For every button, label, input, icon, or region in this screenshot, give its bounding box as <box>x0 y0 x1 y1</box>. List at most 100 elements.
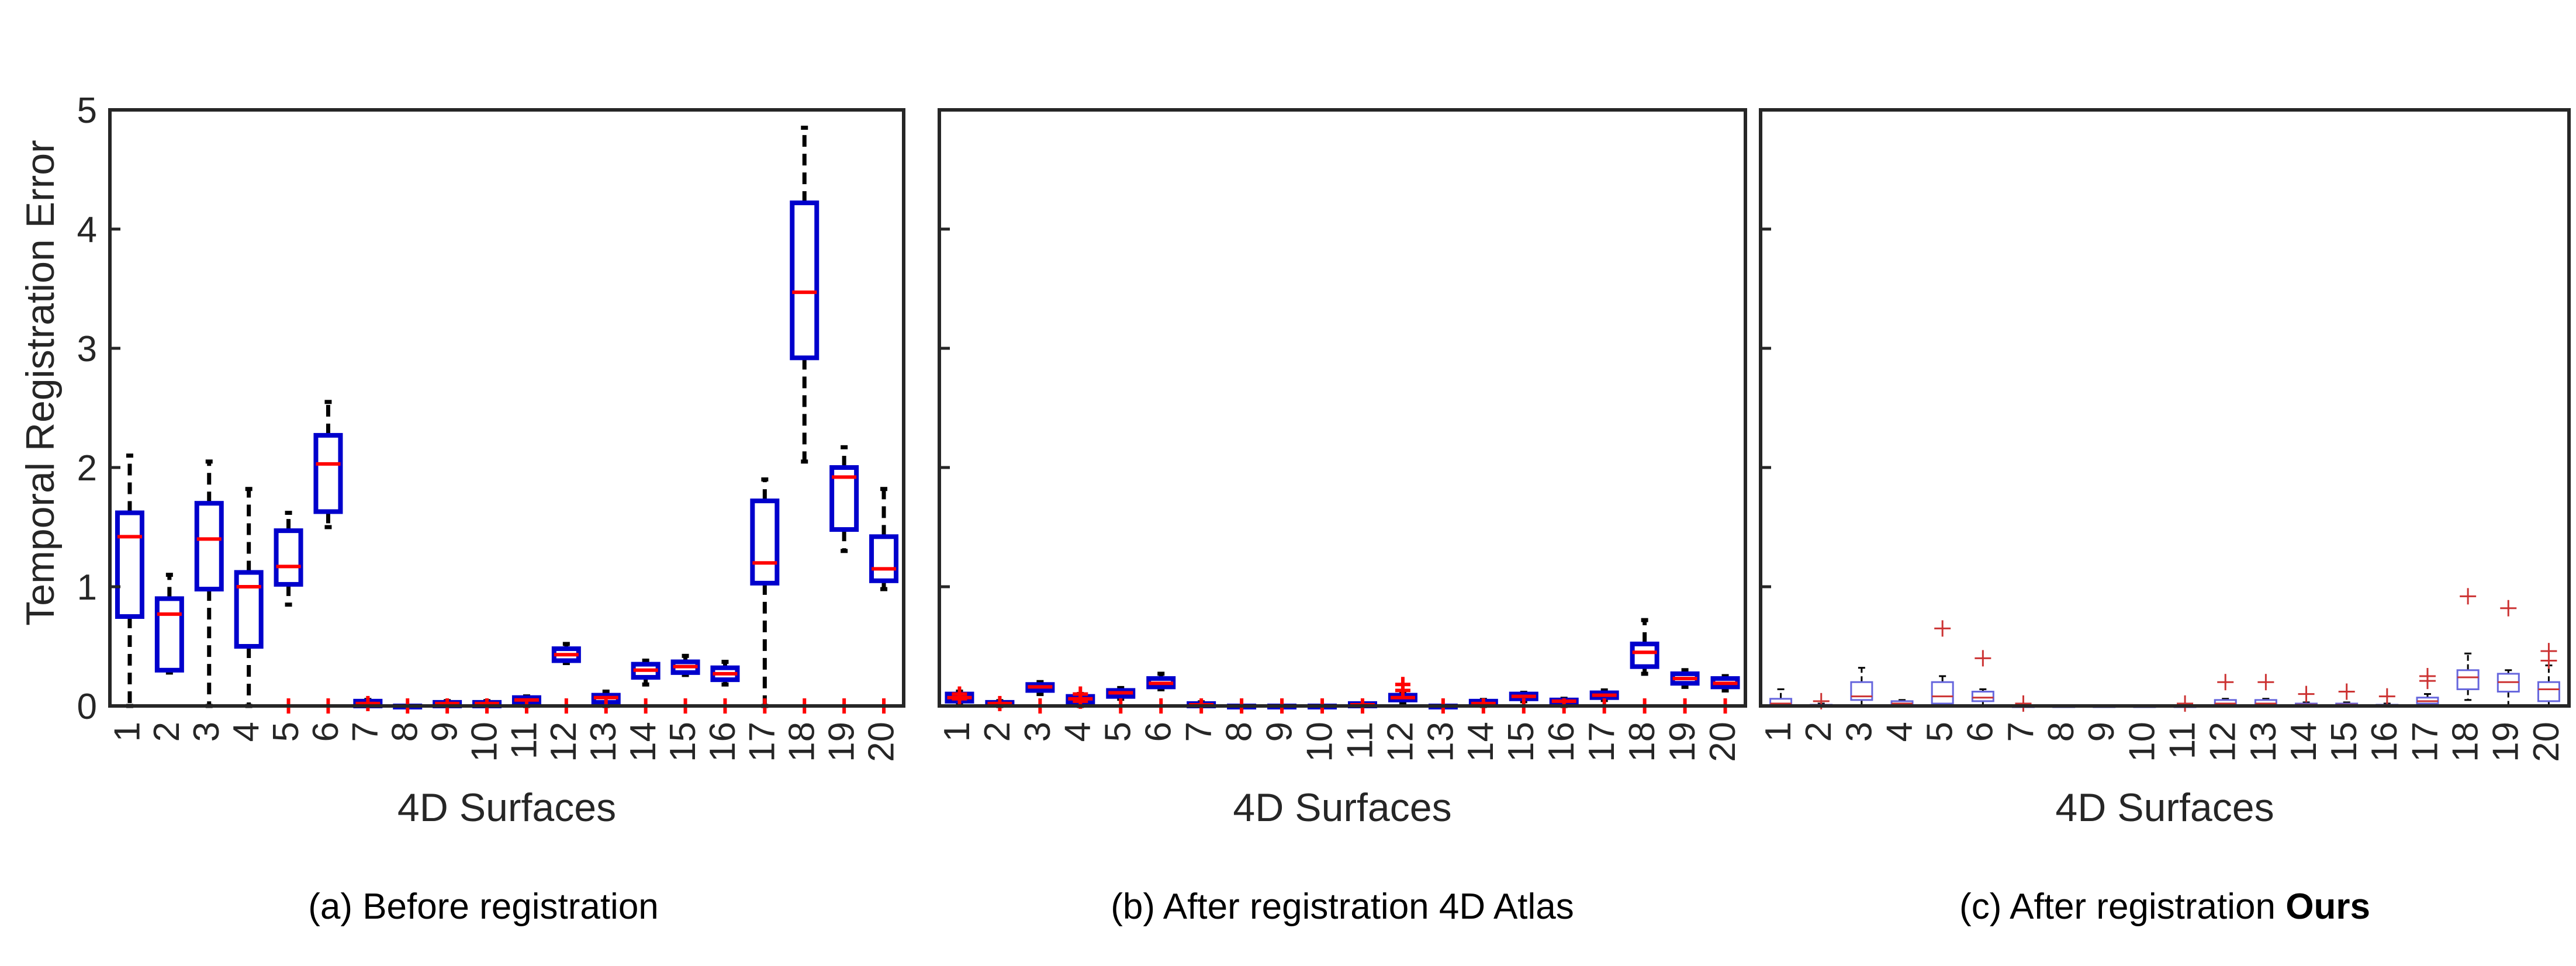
panel-b-box-15 <box>1509 691 1538 714</box>
outlier-marker <box>1975 650 1991 667</box>
outlier-marker <box>2540 652 2557 669</box>
outlier-marker <box>1395 683 1410 698</box>
panel-c-box-14 <box>2295 685 2318 707</box>
panel-c-x-tick-10: 10 <box>2122 722 2162 762</box>
panel-c-box-17 <box>2416 668 2439 707</box>
panel-b-x-tick-9: 9 <box>1259 722 1299 742</box>
panel-a-x-tick-17: 17 <box>742 722 783 762</box>
outlier-marker <box>2460 588 2477 605</box>
panel-a-box-18 <box>790 126 820 714</box>
iqr-box <box>313 432 343 514</box>
panel-a-box-19 <box>829 445 859 714</box>
y-axis-label: Temporal Registration Error <box>18 140 63 625</box>
panel-c-box-1 <box>1769 688 1793 707</box>
y-tick-label-4: 4 <box>77 210 97 250</box>
y-tick-label-2: 2 <box>77 448 97 489</box>
panel-a-caption-text: (a) Before registration <box>308 887 659 927</box>
panel-c-x-tick-9: 9 <box>2081 722 2122 742</box>
panel-c-x-tick-12: 12 <box>2203 722 2243 762</box>
panel-b-x-tick-2: 2 <box>977 722 1018 742</box>
outlier-marker <box>2338 683 2355 700</box>
panel-b-axes-frame <box>938 108 1747 708</box>
panel-c-box-20 <box>2537 643 2560 707</box>
panel-a-x-tick-18: 18 <box>782 722 822 762</box>
panel-c-x-tick-2: 2 <box>1799 722 1839 742</box>
panel-b-x-tick-1: 1 <box>937 722 977 742</box>
panel-b-x-tick-14: 14 <box>1461 722 1501 762</box>
iqr-box <box>194 501 224 592</box>
panel-a-x-tick-14: 14 <box>623 722 663 762</box>
panel-c-x-tick-13: 13 <box>2243 722 2284 762</box>
panel-a-x-tick-15: 15 <box>663 722 703 762</box>
outlier-marker <box>992 695 1008 711</box>
panel-c-axes-frame <box>1759 108 2571 708</box>
panel-b-x-tick-17: 17 <box>1582 722 1622 762</box>
panel-b-box-3 <box>1025 680 1055 714</box>
outlier-marker <box>2257 674 2274 691</box>
panel-a-box-5 <box>274 511 303 714</box>
panel-c-box-6 <box>1971 650 1994 707</box>
panel-a-axes-frame <box>108 108 905 708</box>
panel-b-x-axis-label: 4D Surfaces <box>1233 785 1451 830</box>
outlier-marker <box>2015 695 2032 712</box>
panel-a-x-tick-4: 4 <box>226 722 267 742</box>
panel-a-x-tick-12: 12 <box>544 722 584 762</box>
panel-c-x-tick-3: 3 <box>1839 722 1879 742</box>
panel-a-y-tick-labels: 0 1 2 3 4 5 <box>77 91 120 727</box>
panel-b-box-20 <box>1710 674 1740 714</box>
panel-c-box-13 <box>2254 674 2277 707</box>
panel-c-box-15 <box>2335 683 2359 707</box>
outlier-marker <box>2217 674 2234 691</box>
panel-b-x-tick-16: 16 <box>1541 722 1582 762</box>
iqr-box <box>869 534 899 583</box>
panel-a-box-3 <box>194 459 224 708</box>
panel-c-caption-bold: Ours <box>2285 887 2370 927</box>
panel-b-after-registration-4d-atlas: 1 2 3 4 5 6 7 8 9 10 11 12 13 14 15 16 17 18 19 20 4D Surfa… <box>937 108 1747 927</box>
panel-c-x-tick-7: 7 <box>2001 722 2041 742</box>
panel-c-box-3 <box>1850 667 1873 707</box>
panel-a-x-tick-11: 11 <box>504 722 544 759</box>
panel-b-x-tick-11: 11 <box>1340 722 1380 759</box>
iqr-box <box>2456 669 2480 690</box>
panel-c-box-11 <box>2173 695 2197 712</box>
iqr-box <box>115 510 144 619</box>
iqr-box <box>234 570 264 649</box>
panel-c-x-tick-14: 14 <box>2284 722 2324 762</box>
panel-c-x-tick-5: 5 <box>1920 722 1960 742</box>
panel-a-x-tick-2: 2 <box>147 722 187 742</box>
iqr-box <box>1971 691 1994 702</box>
panel-a-x-tick-1: 1 <box>107 722 147 742</box>
outlier-marker <box>2500 600 2517 617</box>
panel-a-box-13 <box>591 690 621 714</box>
panel-b-x-tick-19: 19 <box>1662 722 1703 762</box>
panel-b-x-tick-4: 4 <box>1058 722 1098 742</box>
panel-c-x-tick-20: 20 <box>2526 722 2567 762</box>
panel-a-box-17 <box>750 477 780 714</box>
panel-c-box-16 <box>2376 688 2399 707</box>
panel-a-x-tick-10: 10 <box>464 722 504 762</box>
panel-c-caption-text: (c) After registration <box>1959 887 2285 927</box>
panel-b-x-tick-20: 20 <box>1703 722 1743 762</box>
panel-b-box-5 <box>1106 685 1136 714</box>
panel-a-box-20 <box>869 487 899 714</box>
panel-b-x-tick-18: 18 <box>1622 722 1662 762</box>
panel-c-x-tick-1: 1 <box>1758 722 1799 742</box>
panel-c-box-7 <box>2011 695 2035 712</box>
panel-b-caption-text: (b) After registration 4D Atlas <box>1111 887 1574 927</box>
panel-c-x-tick-16: 16 <box>2364 722 2405 762</box>
panel-b-x-tick-6: 6 <box>1139 722 1179 742</box>
outlier-marker <box>2298 685 2315 702</box>
panel-c-caption: (c) After registration Ours <box>1959 887 2370 927</box>
iqr-box <box>1630 641 1659 669</box>
outlier-marker <box>2177 695 2194 712</box>
panel-c-box-18 <box>2456 588 2480 701</box>
panel-c-x-tick-8: 8 <box>2041 722 2081 742</box>
iqr-box <box>829 465 859 532</box>
panel-c-x-tick-11: 11 <box>2162 722 2202 759</box>
panel-c-x-axis-label: 4D Surfaces <box>2055 785 2274 830</box>
panel-a-box-4 <box>234 487 264 708</box>
panel-b-x-tick-12: 12 <box>1380 722 1420 762</box>
panel-a-box-2 <box>154 573 184 675</box>
y-tick-label-3: 3 <box>77 329 97 369</box>
